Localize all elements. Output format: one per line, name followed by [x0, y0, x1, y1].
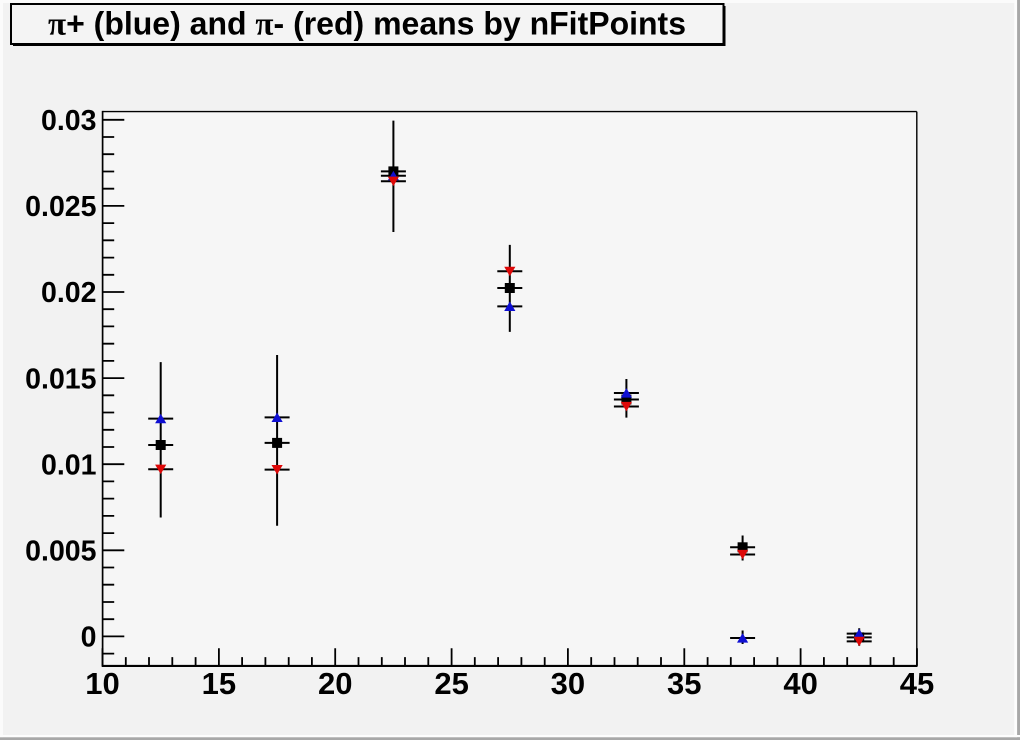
svg-text:0.025: 0.025	[25, 191, 96, 223]
svg-text:0.03: 0.03	[41, 105, 96, 137]
svg-text:0.005: 0.005	[25, 536, 96, 568]
svg-text:35: 35	[667, 666, 701, 701]
svg-text:40: 40	[783, 666, 817, 701]
svg-text:15: 15	[202, 666, 236, 701]
svg-text:0.015: 0.015	[25, 363, 96, 395]
svg-text:30: 30	[551, 666, 585, 701]
svg-text:0: 0	[81, 622, 97, 654]
svg-text:20: 20	[318, 666, 352, 701]
svg-text:25: 25	[434, 666, 468, 701]
svg-text:0.02: 0.02	[41, 277, 96, 309]
svg-text:45: 45	[900, 666, 934, 701]
svg-text:0.01: 0.01	[41, 449, 97, 481]
svg-text:π+ (blue) and π- (red) means b: π+ (blue) and π- (red) means by nFitPoin…	[48, 6, 686, 43]
svg-text:10: 10	[85, 666, 119, 701]
